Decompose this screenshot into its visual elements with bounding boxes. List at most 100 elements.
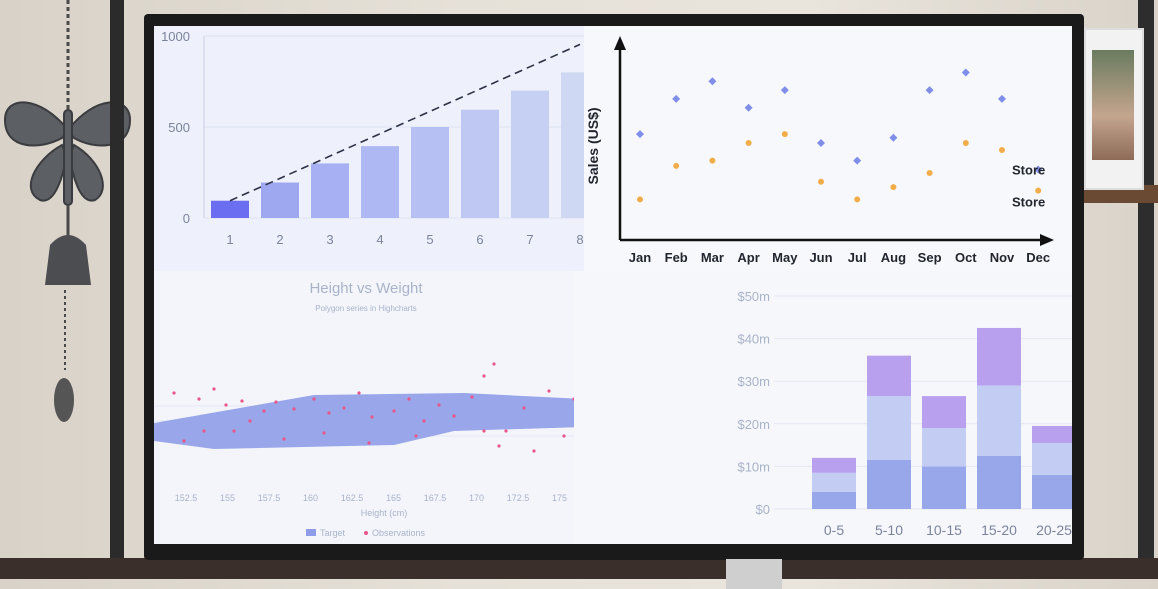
x-tick-label: 10-15 [926,522,962,538]
chart-subtitle: Polygon series in Highcharts [315,304,416,313]
x-tick-label: 20-25 [1036,522,1072,538]
x-tick-label: 5-10 [875,522,903,538]
sales-scatter-panel: Sales (US$) Jan Feb Mar Apr May Jun Jul Aug Sep Oc… [584,26,1072,276]
stacked-segment [977,327,1021,386]
y-tick-label: $50m [737,289,770,304]
bar [411,127,449,218]
observation-point [274,400,278,404]
x-tick-label: 8 [576,232,583,247]
observation-point [327,411,331,415]
butterfly-wind-chime [0,0,140,579]
x-tick-label: 5 [426,232,433,247]
legend-label-observations: Observations [372,528,426,538]
stacked-segment [812,491,856,509]
diamond-point [853,156,862,165]
y-tick-label: $30m [737,374,770,389]
observation-point [172,391,176,395]
observation-point [547,389,551,393]
observation-point [392,409,396,413]
x-tick-label: 165 [386,493,401,503]
circle-point [890,184,897,191]
observation-point [482,429,486,433]
observation-point [422,419,426,423]
height-weight-panel: Height vs Weight Polygon series in Highch… [154,271,594,544]
stacked-segment [977,385,1021,456]
x-tick-label: 7 [526,232,533,247]
circle-point [781,131,788,138]
stacked-segment [922,428,966,467]
bar [261,182,299,218]
stacked-segment [922,466,966,509]
observation-point [437,403,441,407]
observation-point [497,444,501,448]
shelf-pole-left [110,0,124,579]
diamond-point [744,103,753,112]
chart-title: Height vs Weight [309,280,423,297]
observation-point [562,434,566,438]
observation-point [262,409,266,413]
x-tick-label: 160 [303,493,318,503]
diamond-point [889,133,898,142]
y-axis-title: Sales (US$) [585,107,601,184]
x-tick-label: Feb [665,250,688,265]
legend-label-circle: Store [1012,195,1045,210]
x-tick-label: Mar [701,250,724,265]
stacked-segment [867,396,911,461]
x-tick-label: 162.5 [341,493,364,503]
x-tick-label: 4 [376,232,383,247]
x-tick-label: Jun [809,250,832,265]
x-tick-label: Sep [918,250,942,265]
diamond-point [708,77,717,86]
observation-point [370,415,374,419]
y-tick-label: $20m [737,417,770,432]
x-tick-label: 175 [552,493,567,503]
monitor-stand [726,559,782,589]
stacked-segment [867,355,911,397]
observation-point [407,397,411,401]
stacked-segment [812,472,856,492]
legend-label-diamond: Store [1012,162,1045,177]
x-axis-arrow [1040,234,1054,246]
bar-trend-chart: 0 500 1000 1 2 3 4 5 6 7 8 [154,26,584,276]
diamond-point [817,139,825,147]
bar [361,146,399,218]
x-tick-label: 15-20 [981,522,1017,538]
x-tick-label: 1 [226,232,233,247]
x-tick-label: Nov [990,250,1015,265]
diamond-point [1034,165,1043,174]
circle-point [673,162,680,169]
x-tick-label: 172.5 [507,493,530,503]
bar [211,200,249,218]
bar [461,109,499,218]
y-tick-label: $40m [737,332,770,347]
x-tick-label: 3 [326,232,333,247]
observation-point [312,397,316,401]
x-tick-label: Aug [881,250,906,265]
chart-background [584,26,1072,276]
observation-point [322,431,326,435]
observation-point [522,406,526,410]
x-tick-label: May [772,250,798,265]
photo-frame [1084,28,1144,190]
observation-point [202,429,206,433]
stacked-segment [1032,474,1072,509]
tv-stand-surface [0,558,1158,579]
x-tick-label: 167.5 [424,493,447,503]
x-tick-label: Jan [629,250,651,265]
trend-line [229,43,581,202]
y-axis-arrow [614,36,626,50]
bar [511,90,549,218]
bar [561,72,584,219]
stacked-segment [867,460,911,509]
y-tick-label: $0 [756,502,770,517]
diamond-point [998,94,1006,103]
x-tick-label: Apr [737,250,759,265]
height-weight-chart: Height vs Weight Polygon series in Highch… [154,271,594,544]
circle-point [1035,187,1042,194]
observation-point [342,406,346,410]
legend-label-target: Target [320,528,346,538]
circle-point [709,157,716,164]
observation-point [224,403,228,407]
observation-point [504,429,508,433]
